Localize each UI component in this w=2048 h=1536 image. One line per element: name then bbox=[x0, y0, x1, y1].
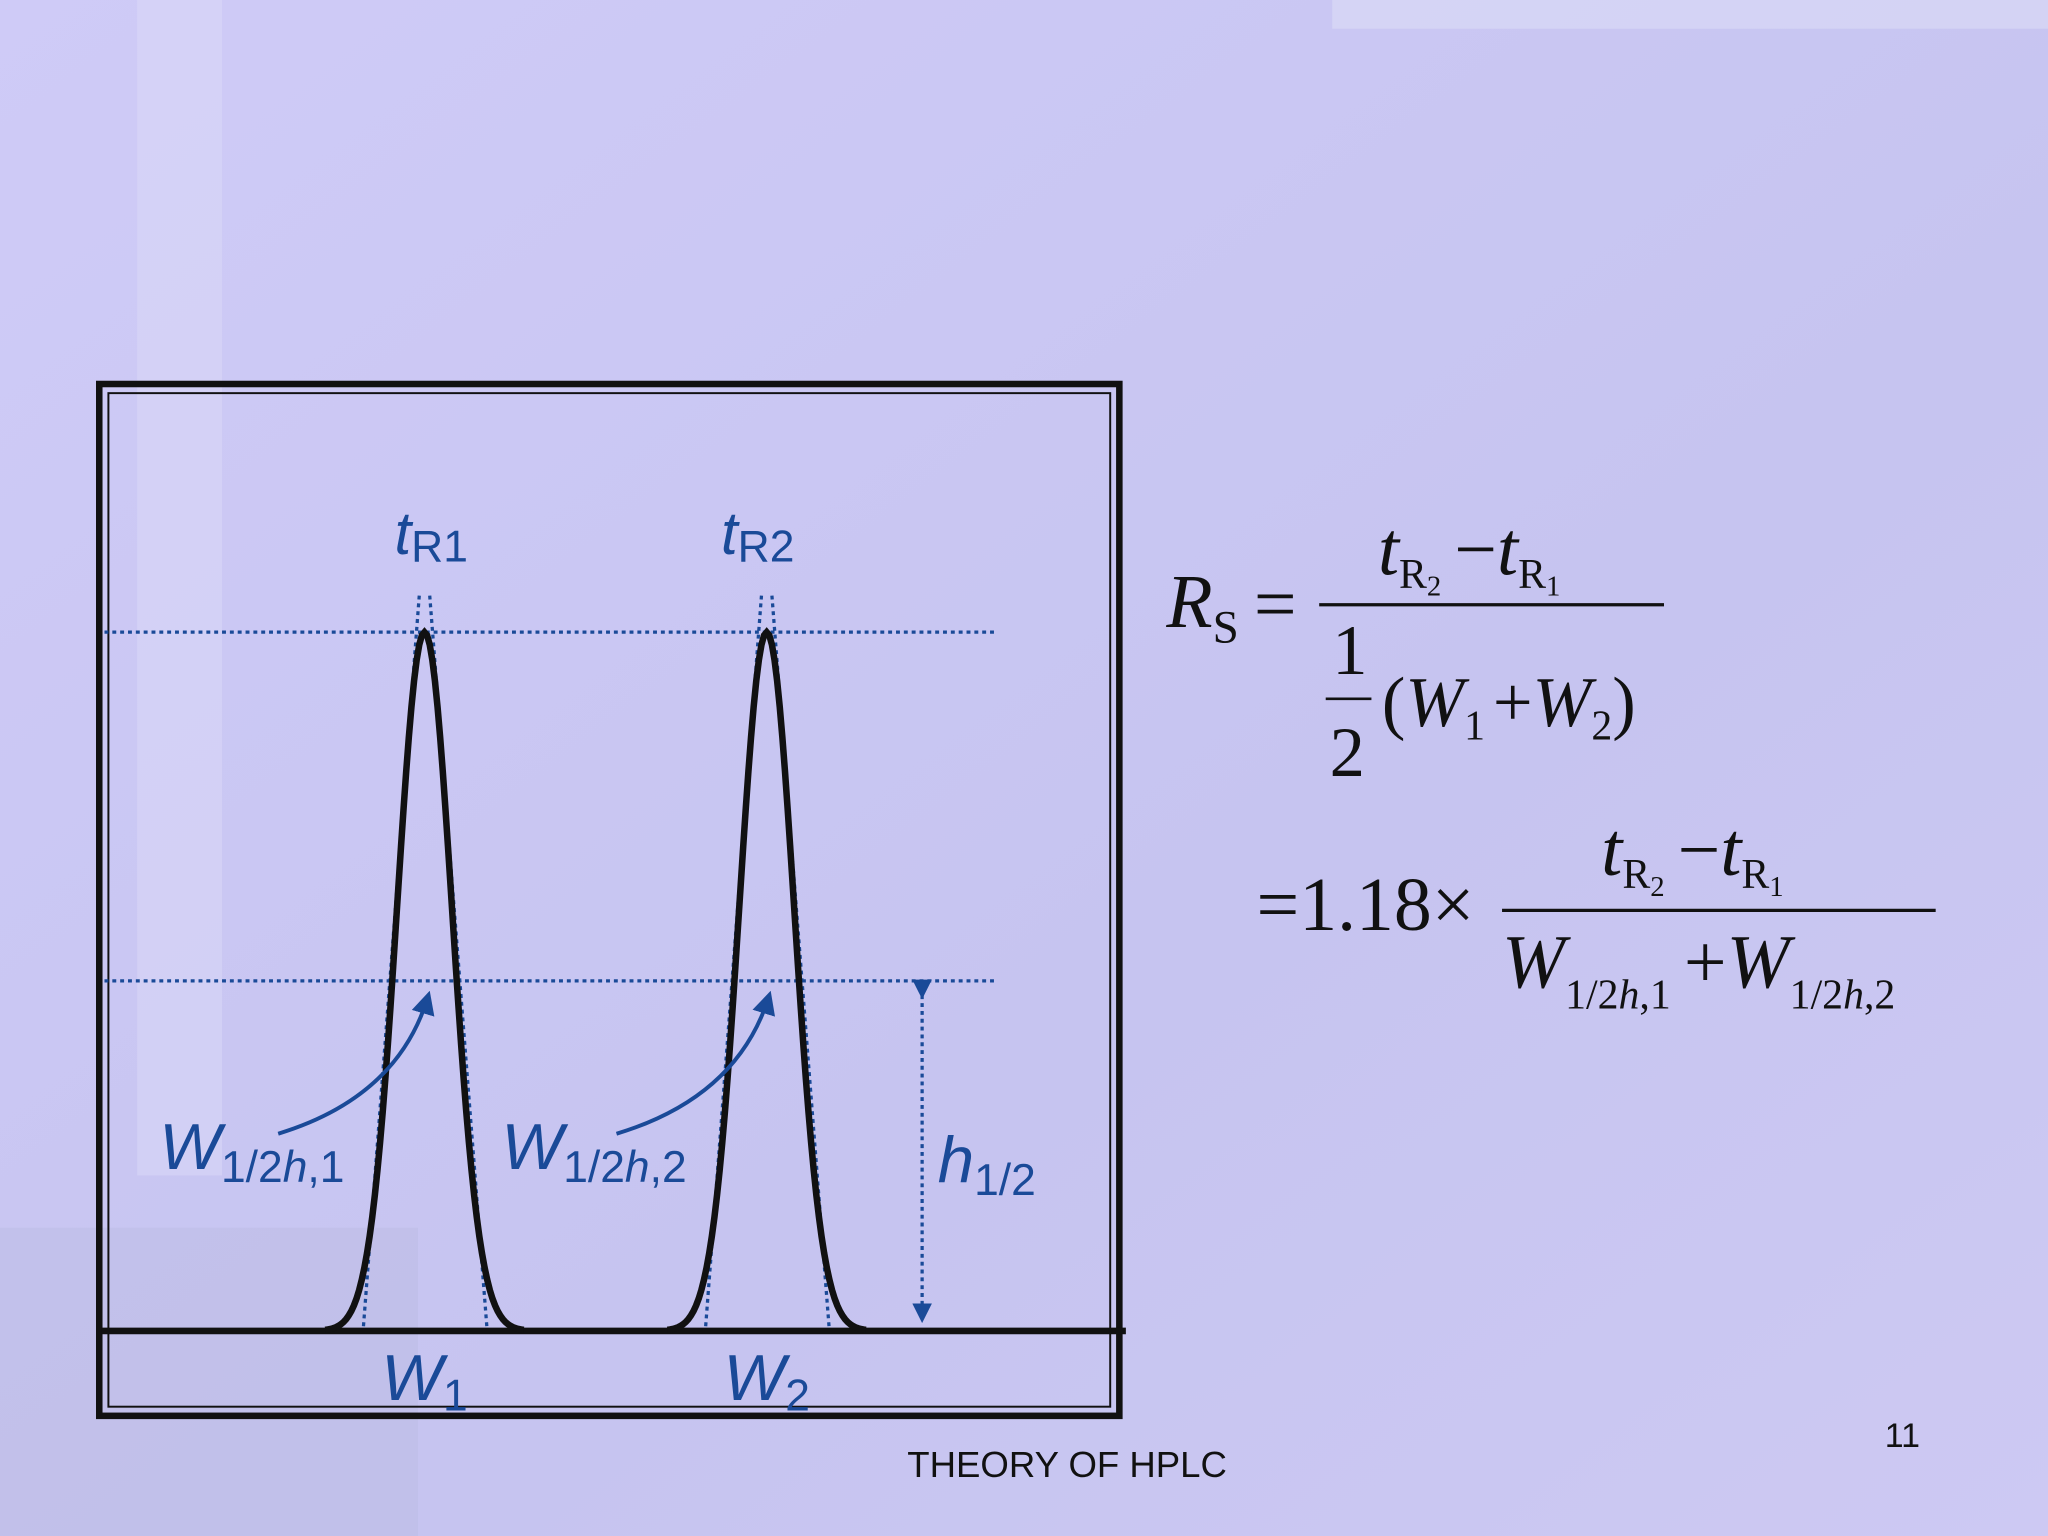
paren: ) bbox=[1612, 664, 1635, 742]
operator: − bbox=[1454, 508, 1497, 592]
label-tr1: tR1 bbox=[394, 500, 467, 572]
operator: × bbox=[1432, 863, 1475, 947]
symbol: t bbox=[721, 500, 740, 567]
subscript: 1/2 bbox=[974, 1156, 1036, 1205]
subscript: 1 bbox=[1546, 571, 1560, 603]
subscript: 1 bbox=[1464, 703, 1485, 749]
operator: + bbox=[1493, 664, 1533, 742]
frame-outer bbox=[96, 380, 1123, 1420]
symbol: W bbox=[159, 1110, 226, 1183]
lhs: RS bbox=[1165, 560, 1238, 654]
chromatogram bbox=[324, 627, 867, 1334]
half-numerator: 1 bbox=[1332, 612, 1367, 690]
symbol: t bbox=[1601, 808, 1624, 892]
half-denominator: 2 bbox=[1330, 714, 1365, 792]
subscript: 2 bbox=[1427, 571, 1441, 603]
subscript: 2 bbox=[1650, 871, 1664, 903]
subscript: 2 bbox=[785, 1372, 810, 1421]
subscript: ,2 bbox=[650, 1143, 687, 1192]
subscript: 1/2 bbox=[1790, 972, 1843, 1018]
pointer-arrow bbox=[277, 990, 435, 1136]
numerator: tR2 −tR1 bbox=[1378, 508, 1560, 603]
background-tube bbox=[137, 0, 223, 1176]
label-w1: W1 bbox=[381, 1341, 467, 1420]
subscript: 1 bbox=[1769, 871, 1783, 903]
symbol: t bbox=[1497, 508, 1520, 592]
subscript: h bbox=[1843, 972, 1864, 1018]
subscript: ,1 bbox=[307, 1143, 344, 1192]
subscript: R bbox=[1518, 552, 1546, 598]
subscript: ,1 bbox=[1639, 972, 1670, 1018]
symbol: W bbox=[724, 1341, 791, 1414]
background-shape bbox=[0, 1227, 418, 1536]
symbol: h bbox=[938, 1123, 974, 1196]
subscript: 2 bbox=[1591, 703, 1612, 749]
footer: THEORY OF HPLC bbox=[907, 1444, 1227, 1485]
subscript: R bbox=[1741, 852, 1769, 898]
operator: − bbox=[1678, 808, 1721, 892]
symbol: W bbox=[1502, 920, 1571, 1004]
symbol: W bbox=[502, 1110, 569, 1183]
symbol: W bbox=[1405, 664, 1470, 742]
subscript: 1 bbox=[443, 1372, 468, 1421]
symbol: W bbox=[1727, 920, 1796, 1004]
label-w-half-2: W1/2h,2 bbox=[502, 1110, 687, 1192]
pointer-arrow bbox=[615, 990, 775, 1136]
paren: ( bbox=[1382, 664, 1405, 742]
operator: + bbox=[1684, 920, 1727, 1004]
prefix: =1.18× bbox=[1256, 863, 1474, 947]
symbol: R bbox=[1165, 560, 1212, 644]
symbol: t bbox=[1720, 808, 1743, 892]
frame-inner bbox=[107, 392, 1112, 1408]
subscript: 1/2 bbox=[1565, 972, 1618, 1018]
label-w-half-1: W1/2h,1 bbox=[159, 1110, 344, 1192]
symbol: W bbox=[1533, 664, 1598, 742]
operator: = bbox=[1256, 863, 1299, 947]
subscript: R bbox=[1622, 852, 1650, 898]
equation-1: RS = tR2 −tR1 1 2 (W1 +W2) bbox=[1165, 508, 1664, 792]
subscript: S bbox=[1213, 602, 1239, 654]
subscript: 1/2 bbox=[563, 1143, 625, 1192]
subscript: 1/2 bbox=[221, 1143, 283, 1192]
symbol: t bbox=[394, 500, 413, 567]
background-band bbox=[1332, 0, 2048, 29]
label-w2: W2 bbox=[724, 1341, 810, 1420]
symbol: W bbox=[381, 1341, 448, 1414]
subscript: h bbox=[625, 1143, 650, 1192]
numerator: tR2 −tR1 bbox=[1601, 808, 1783, 903]
subscript: ,2 bbox=[1864, 972, 1895, 1018]
equation-2: =1.18× tR2 −tR1 W1/2h,1 +W1/2h,2 bbox=[1256, 808, 1936, 1018]
denominator: (W1 +W2) bbox=[1382, 664, 1636, 749]
subscript: h bbox=[1619, 972, 1640, 1018]
label-tr2: tR2 bbox=[721, 500, 794, 572]
symbol: t bbox=[1378, 508, 1401, 592]
subscript: R1 bbox=[411, 523, 468, 572]
subscript: R2 bbox=[738, 523, 795, 572]
factor: 1.18 bbox=[1299, 863, 1432, 947]
subscript: R bbox=[1399, 552, 1427, 598]
denominator: W1/2h,1 +W1/2h,2 bbox=[1502, 920, 1895, 1018]
slide-number: 11 bbox=[1885, 1417, 1920, 1455]
subscript: h bbox=[283, 1143, 308, 1192]
operator: = bbox=[1254, 563, 1297, 647]
label-h-half: h1/2 bbox=[938, 1123, 1036, 1205]
